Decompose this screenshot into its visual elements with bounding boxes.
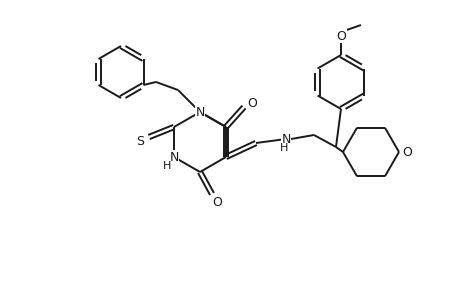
Text: H: H <box>279 143 287 153</box>
Text: S: S <box>136 134 144 148</box>
Text: H: H <box>162 161 171 171</box>
Text: N: N <box>195 106 204 118</box>
Text: N: N <box>169 151 178 164</box>
Text: O: O <box>336 29 345 43</box>
Text: O: O <box>246 97 257 110</box>
Text: O: O <box>401 146 411 158</box>
Text: N: N <box>281 133 290 146</box>
Text: O: O <box>212 196 221 208</box>
